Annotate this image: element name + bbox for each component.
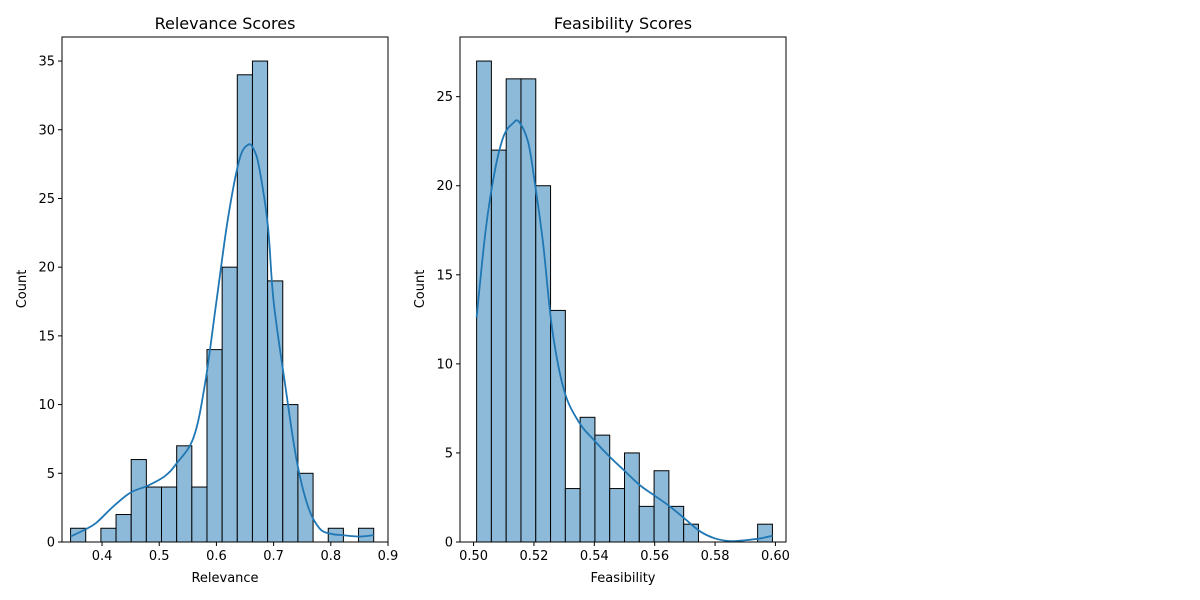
relevance-bar-4 — [130, 459, 147, 543]
relevance-y-tick-label-3: 15 — [38, 329, 55, 344]
relevance-y-tick-label-6: 30 — [38, 123, 55, 138]
feasibility-x-tick-label-3: 0.56 — [640, 549, 669, 564]
feasibility-x-tick-label-4: 0.58 — [701, 549, 730, 564]
relevance-bar-5 — [145, 486, 163, 543]
feasibility-kde-line — [475, 119, 773, 543]
relevance-x-tick-label-5: 0.9 — [378, 549, 399, 564]
relevance-bar-3 — [115, 514, 132, 543]
relevance-y-tick-label-5: 25 — [38, 192, 55, 207]
feasibility-y-tick-label-1: 5 — [445, 446, 453, 461]
feasibility-y-tick-label-2: 10 — [436, 357, 453, 372]
relevance-y-ticks: 0 5 10 15 20 25 30 35 — [38, 55, 62, 551]
relevance-y-tick-label-1: 5 — [47, 467, 55, 482]
feasibility-bar-10 — [624, 452, 640, 543]
feasibility-bar-6 — [564, 488, 581, 543]
feasibility-histogram-panel: Feasibility Scores Feasibility Count 0.5… — [413, 14, 790, 586]
relevance-x-tick-label-0: 0.4 — [92, 549, 113, 564]
relevance-x-ticks: 0.4 0.5 0.6 0.7 0.8 0.9 — [92, 542, 399, 564]
relevance-y-tick-label-4: 20 — [38, 261, 55, 276]
relevance-x-tick-label-1: 0.5 — [149, 549, 170, 564]
relevance-kde-line — [70, 143, 374, 538]
relevance-x-tick-label-4: 0.8 — [320, 549, 341, 564]
relevance-bar-12 — [251, 60, 269, 543]
feasibility-x-axis-label: Feasibility — [591, 571, 656, 586]
feasibility-bar-1 — [490, 149, 507, 543]
feasibility-y-axis-label: Count — [413, 270, 428, 309]
feasibility-y-tick-label-0: 0 — [445, 536, 453, 551]
feasibility-y-tick-label-5: 25 — [436, 90, 453, 105]
relevance-bar-10 — [221, 266, 238, 543]
feasibility-bar-9 — [609, 488, 626, 543]
relevance-bar-2 — [100, 527, 117, 543]
feasibility-x-tick-label-5: 0.60 — [761, 549, 790, 564]
feasibility-bar-12 — [653, 470, 670, 543]
relevance-x-tick-label-3: 0.7 — [263, 549, 284, 564]
feasibility-bar-3 — [520, 78, 537, 543]
feasibility-chart-title: Feasibility Scores — [554, 14, 692, 33]
feasibility-bar-14 — [683, 523, 699, 543]
relevance-bar-6 — [161, 486, 178, 543]
feasibility-bar-8 — [594, 434, 611, 543]
relevance-histogram-panel: Relevance Scores Relevance Count 0.4 0.5 0… — [15, 14, 398, 586]
feasibility-bar-2 — [505, 78, 522, 543]
feasibility-axes-frame — [459, 36, 787, 543]
feasibility-bar-7 — [579, 416, 596, 543]
relevance-y-tick-label-2: 10 — [38, 398, 55, 413]
relevance-chart-title: Relevance Scores — [155, 14, 296, 33]
relevance-bar-9 — [206, 349, 223, 543]
feasibility-kde — [475, 119, 773, 543]
feasibility-y-tick-label-3: 15 — [436, 268, 453, 283]
feasibility-y-tick-label-4: 20 — [436, 179, 453, 194]
feasibility-x-tick-label-2: 0.54 — [580, 549, 609, 564]
feasibility-x-tick-label-0: 0.50 — [459, 549, 488, 564]
feasibility-y-ticks: 0 5 10 15 20 25 — [436, 90, 460, 551]
feasibility-bar-11 — [638, 505, 655, 543]
relevance-y-tick-label-7: 35 — [38, 55, 55, 70]
relevance-kde — [70, 143, 374, 538]
relevance-x-tick-label-2: 0.6 — [206, 549, 227, 564]
relevance-y-axis-label: Count — [15, 270, 30, 309]
relevance-bar-15 — [297, 472, 314, 543]
relevance-axes-frame — [61, 36, 389, 543]
feasibility-x-tick-label-1: 0.52 — [519, 549, 548, 564]
relevance-x-axis-label: Relevance — [191, 571, 258, 586]
feasibility-x-ticks: 0.50 0.52 0.54 0.56 0.58 0.60 — [459, 542, 790, 564]
feasibility-bar-5 — [550, 309, 566, 543]
relevance-bar-8 — [191, 486, 208, 543]
relevance-y-tick-label-0: 0 — [47, 536, 55, 551]
